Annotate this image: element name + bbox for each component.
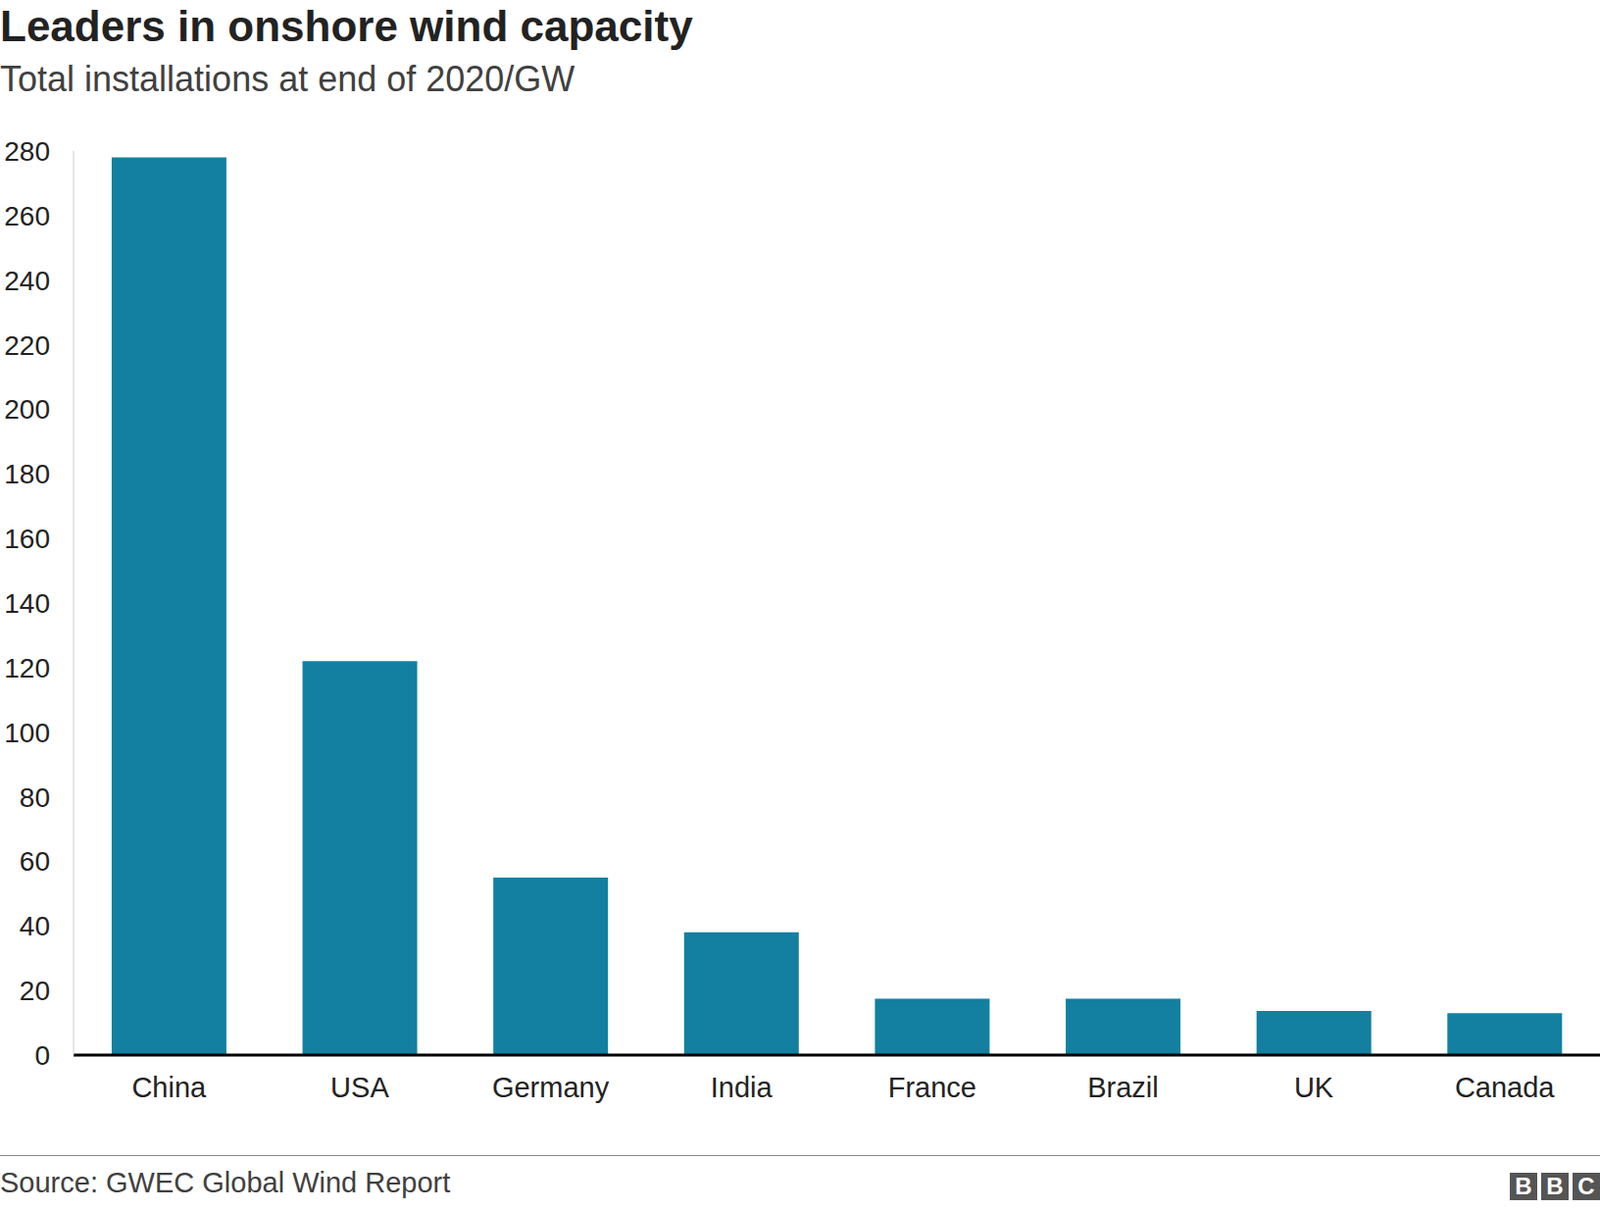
svg-text:India: India [710, 1071, 774, 1103]
html-text:B: B [1515, 1172, 1533, 1200]
svg-text:Brazil: Brazil [1087, 1071, 1159, 1103]
svg-text:40: 40 [19, 910, 50, 942]
svg-text:60: 60 [19, 846, 50, 877]
svg-text:UK: UK [1294, 1071, 1335, 1103]
svg-text:France: France [888, 1071, 977, 1103]
svg-text:120: 120 [3, 652, 50, 684]
svg-text:Germany: Germany [492, 1071, 610, 1103]
svg-text:80: 80 [19, 782, 50, 813]
svg-text:0: 0 [34, 1040, 50, 1071]
html-text:Leaders in onshore wind capaci: Leaders in onshore wind capacity [0, 1, 693, 50]
svg-text:Canada: Canada [1454, 1071, 1555, 1103]
html-text:C: C [1577, 1172, 1595, 1200]
svg-text:260: 260 [3, 200, 50, 232]
html-text:B: B [1546, 1172, 1564, 1200]
html-text:Total installations at end of: Total installations at end of 2020/GW [0, 58, 575, 100]
svg-text:280: 280 [3, 136, 50, 167]
svg-text:20: 20 [19, 975, 50, 1006]
svg-text:200: 200 [3, 394, 50, 425]
svg-text:180: 180 [3, 458, 50, 490]
svg-text:240: 240 [3, 265, 50, 297]
svg-text:160: 160 [3, 523, 50, 554]
svg-text:China: China [131, 1071, 207, 1103]
svg-text:220: 220 [3, 330, 50, 361]
svg-text:140: 140 [3, 588, 50, 619]
svg-text:100: 100 [3, 717, 50, 749]
html-text:Source: GWEC Global Wind Repor: Source: GWEC Global Wind Report [0, 1166, 451, 1199]
svg-text:USA: USA [330, 1071, 390, 1103]
